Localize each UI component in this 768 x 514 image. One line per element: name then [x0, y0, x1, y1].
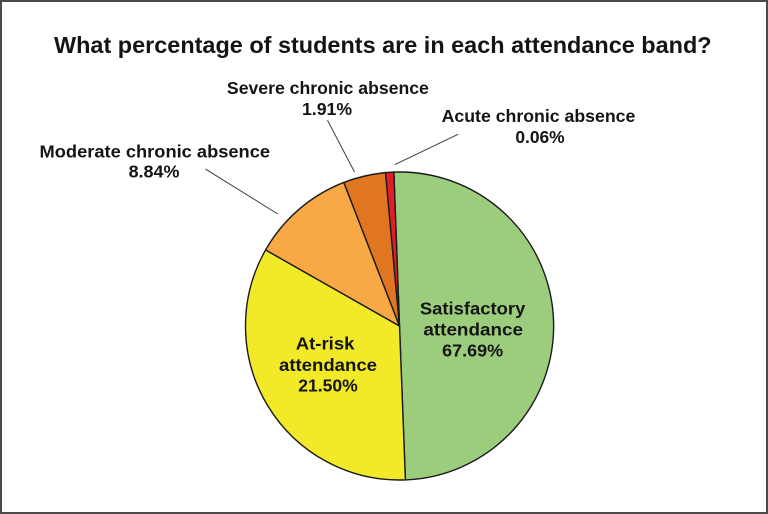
- svg-text:Acute chronic absence: Acute chronic absence: [442, 106, 636, 126]
- svg-text:attendance: attendance: [423, 319, 523, 339]
- svg-text:What percentage of students ar: What percentage of students are in each …: [54, 32, 712, 58]
- svg-text:At-risk: At-risk: [296, 333, 355, 353]
- svg-text:8.84%: 8.84%: [129, 162, 180, 182]
- svg-text:Moderate chronic absence: Moderate chronic absence: [40, 141, 271, 161]
- svg-text:Satisfactory: Satisfactory: [420, 299, 526, 319]
- svg-text:1.91%: 1.91%: [302, 99, 352, 119]
- svg-text:67.69%: 67.69%: [442, 341, 503, 361]
- svg-text:0.06%: 0.06%: [515, 127, 564, 147]
- svg-text:attendance: attendance: [279, 355, 377, 375]
- svg-text:Severe chronic absence: Severe chronic absence: [227, 78, 429, 98]
- svg-text:21.50%: 21.50%: [298, 376, 357, 396]
